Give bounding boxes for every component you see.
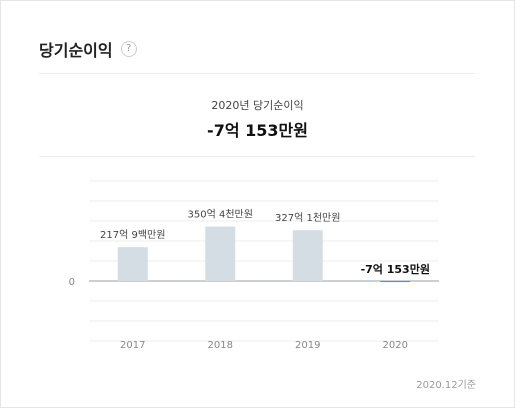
summary-divider: [39, 156, 475, 157]
x-tick-label: 2020: [383, 340, 408, 351]
card-title: 당기순이익: [39, 41, 113, 60]
data-label: 350억 4천만원: [188, 209, 253, 221]
bar: [380, 281, 411, 283]
x-tick-label: 2017: [120, 340, 145, 351]
data-label: 217억 9백만원: [100, 229, 165, 241]
data-label: 327억 1천만원: [275, 212, 340, 224]
bar: [205, 226, 236, 281]
data-label: -7억 153만원: [361, 262, 430, 276]
y-tick-label: 0: [69, 277, 75, 288]
as-of-date: 2020.12기준: [416, 380, 476, 391]
card-header: 당기순이익 ?: [39, 37, 137, 61]
bar: [292, 230, 323, 281]
help-icon[interactable]: ?: [120, 41, 137, 57]
x-tick-label: 2019: [295, 340, 320, 351]
x-tick-label: 2018: [208, 340, 233, 351]
summary-label: 2020년 당기순이익: [211, 99, 304, 112]
header-divider: [39, 73, 475, 74]
bar: [117, 247, 148, 281]
summary-value: -7억 153만원: [207, 121, 308, 140]
